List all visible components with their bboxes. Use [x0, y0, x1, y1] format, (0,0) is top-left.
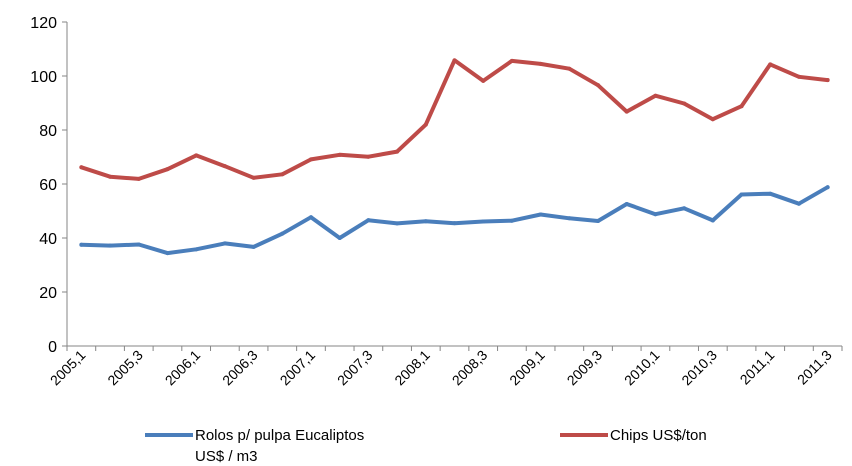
y-tick-label: 40 [39, 231, 57, 248]
data-point [538, 61, 543, 66]
data-point [624, 109, 629, 114]
data-point [739, 192, 744, 197]
data-point [194, 153, 199, 158]
series-line-1 [79, 185, 830, 256]
data-point [280, 172, 285, 177]
data-point [136, 242, 141, 247]
y-tick-label: 80 [39, 123, 57, 140]
legend: Rolos p/ pulpa Eucaliptos US$ / m3 Chips U… [145, 427, 707, 465]
x-tick-label: 2008,3 [449, 347, 491, 389]
data-point [452, 58, 457, 63]
data-point [366, 154, 371, 159]
data-point [308, 157, 313, 162]
legend-label-2: Chips US$/ton [610, 427, 707, 444]
data-point [251, 244, 256, 249]
data-point [653, 93, 658, 98]
x-tick-label: 2009,1 [506, 347, 548, 389]
data-point [280, 231, 285, 236]
data-point [710, 218, 715, 223]
y-tick-label: 100 [30, 69, 57, 86]
legend-label-1: US$ / m3 [195, 448, 258, 465]
x-tick-label: 2008,1 [391, 347, 433, 389]
data-point [653, 212, 658, 217]
y-tick-label: 0 [48, 339, 57, 356]
data-point [423, 219, 428, 224]
data-point [337, 236, 342, 240]
data-point [739, 104, 744, 109]
data-point [768, 191, 773, 196]
data-point [395, 221, 400, 226]
data-point [136, 176, 141, 181]
data-point [79, 165, 84, 170]
data-point [682, 206, 687, 211]
data-point [481, 78, 486, 83]
data-point [108, 174, 113, 179]
x-tick-label: 2009,3 [564, 347, 606, 389]
data-point [165, 167, 170, 172]
data-point [194, 247, 199, 252]
y-tick-label: 20 [39, 285, 57, 302]
data-point [538, 212, 543, 217]
x-tick-label: 2010,3 [678, 347, 720, 389]
y-tick-label: 120 [30, 15, 57, 32]
data-point [825, 185, 830, 190]
data-point [337, 152, 342, 157]
x-tick-label: 2011,1 [737, 347, 778, 388]
series-line-2 [79, 58, 830, 181]
y-tick-label: 60 [39, 177, 57, 194]
data-point [825, 78, 830, 83]
data-point [567, 66, 572, 71]
data-point [423, 122, 428, 127]
data-point [710, 117, 715, 122]
x-tick-label: 2007,3 [334, 347, 376, 389]
data-point [796, 74, 801, 79]
data-point [796, 201, 801, 206]
data-point [596, 83, 601, 88]
data-point [222, 164, 227, 169]
data-point [567, 216, 572, 221]
data-point [251, 175, 256, 180]
data-point [108, 243, 113, 248]
data-point [79, 242, 84, 247]
series-group [79, 58, 830, 256]
data-point [768, 62, 773, 67]
data-point [481, 219, 486, 224]
data-point [624, 201, 629, 206]
legend-label-1: Rolos p/ pulpa Eucaliptos [195, 427, 364, 444]
x-tick-label: 2011,3 [794, 347, 835, 388]
data-point [509, 218, 514, 223]
data-point [596, 218, 601, 223]
x-tick-label: 2007,1 [277, 347, 319, 389]
data-point [509, 58, 514, 63]
data-point [165, 251, 170, 256]
data-point [682, 101, 687, 106]
data-point [395, 149, 400, 154]
data-point [308, 215, 313, 220]
x-tick-label: 2005,3 [104, 347, 146, 389]
data-point [222, 241, 227, 246]
x-tick-label: 2010,1 [621, 347, 663, 389]
x-tick-label: 2006,1 [162, 347, 204, 389]
x-tick-label: 2006,3 [219, 347, 261, 389]
data-point [452, 221, 457, 226]
data-point [366, 218, 371, 223]
